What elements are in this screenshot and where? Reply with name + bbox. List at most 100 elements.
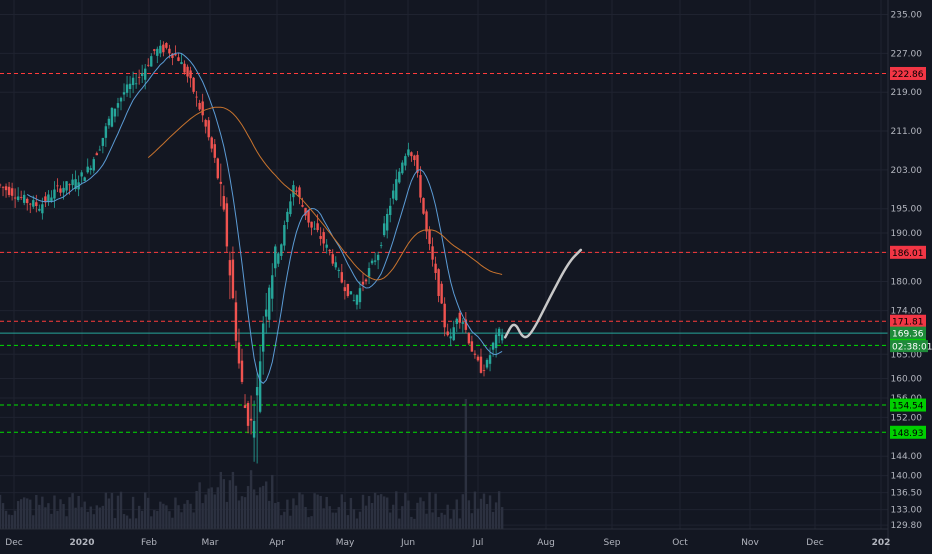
- volume-bar: [168, 511, 171, 529]
- candle-body: [162, 44, 165, 53]
- candle-body: [386, 213, 389, 231]
- candle-body: [358, 288, 362, 303]
- y-tick-label: 144.00: [891, 452, 923, 462]
- volume-bar: [107, 498, 111, 529]
- volume-bar: [77, 495, 80, 529]
- volume-bar: [56, 510, 59, 529]
- y-tick-label: 165.00: [891, 350, 923, 360]
- volume-bar: [68, 497, 71, 529]
- candle-body: [59, 188, 62, 193]
- level-label-bg: [890, 326, 926, 340]
- candle-body: [7, 186, 11, 196]
- candle-body: [171, 53, 174, 58]
- volume-bar: [313, 493, 316, 529]
- volume-bar: [373, 492, 377, 529]
- y-tick-label: 174.00: [891, 307, 923, 317]
- candle-body: [180, 62, 183, 65]
- volume-bar: [62, 503, 65, 529]
- candle-body: [425, 211, 428, 232]
- candle-body: [92, 159, 95, 171]
- volume-bar: [101, 505, 105, 529]
- candle-body: [413, 155, 416, 161]
- candle-body: [80, 172, 83, 177]
- volume-bar: [258, 487, 262, 529]
- volume-bar: [98, 507, 102, 529]
- volume-bar: [156, 510, 159, 529]
- volume-bar: [38, 504, 41, 529]
- candle-body: [207, 120, 210, 138]
- candle-body: [286, 211, 289, 223]
- candle-body: [104, 126, 108, 138]
- volume-bar: [304, 506, 307, 529]
- moving-average-slow: [147, 106, 503, 281]
- candle-body: [304, 207, 307, 216]
- volume-bar: [1, 503, 5, 529]
- volume-bar: [207, 488, 210, 529]
- candle-body: [488, 355, 492, 364]
- volume-bar: [10, 515, 14, 529]
- candle-body: [389, 205, 392, 216]
- volume-bar: [449, 518, 452, 529]
- candle-body: [446, 331, 449, 336]
- volume-bar: [134, 518, 138, 529]
- volume-bar: [271, 474, 274, 529]
- volume-bar: [74, 507, 77, 529]
- candle-body: [455, 318, 458, 324]
- candle-body: [156, 48, 159, 56]
- candle-body: [131, 77, 135, 86]
- level-label: 148.93: [892, 429, 924, 439]
- volume-bar: [162, 503, 165, 529]
- candle-body: [1, 186, 5, 188]
- volume-bar: [364, 505, 368, 529]
- candle-body: [225, 203, 229, 247]
- volume-bar: [422, 501, 425, 529]
- candle-body: [153, 49, 156, 51]
- x-tick-label: Feb: [141, 538, 157, 548]
- candle-body: [331, 254, 334, 264]
- candle-body: [246, 403, 250, 426]
- volume-bar: [382, 496, 386, 529]
- x-tick-label: Oct: [672, 538, 688, 548]
- candle-body: [89, 168, 92, 170]
- candle-body: [32, 200, 35, 207]
- volume-bar: [119, 491, 123, 529]
- candle-body: [195, 96, 198, 98]
- x-tick-label: Sep: [604, 538, 621, 548]
- y-tick-label: 140.00: [891, 472, 923, 482]
- candle-body: [422, 198, 425, 214]
- candle-body: [370, 260, 374, 264]
- volume-bar: [437, 517, 440, 529]
- volume-bar: [177, 505, 180, 529]
- volume-bar: [7, 514, 11, 529]
- volume-bar: [144, 492, 147, 529]
- candle-body: [243, 405, 247, 408]
- volume-bars: [0, 399, 504, 529]
- candle-body: [437, 269, 440, 296]
- candle-body: [373, 260, 377, 262]
- candle-body: [392, 190, 395, 199]
- candle-body: [165, 43, 168, 48]
- moving-average-fast: [26, 52, 503, 384]
- volume-bar: [47, 503, 50, 529]
- candle-body: [349, 291, 353, 295]
- candle-body: [183, 63, 186, 73]
- candle-body: [116, 103, 120, 108]
- x-tick-label: Mar: [202, 538, 219, 548]
- candle-body: [240, 360, 244, 382]
- volume-bar: [413, 518, 416, 529]
- volume-bar: [23, 497, 26, 529]
- volume-bar: [289, 515, 292, 529]
- volume-bar: [234, 485, 238, 529]
- volume-bar: [274, 503, 277, 529]
- time-axis: Dec 2020 Feb Mar Apr May Jun Jul Aug Sep Oct Nov Dec…: [0, 528, 890, 548]
- level-label: 222.86: [892, 70, 924, 80]
- candle-body: [376, 254, 380, 261]
- countdown-bg: [890, 340, 928, 353]
- volume-bar: [434, 493, 437, 529]
- volume-bar: [26, 498, 29, 529]
- candle-body: [213, 144, 216, 158]
- candle-body: [234, 302, 238, 341]
- volume-bar: [89, 506, 92, 529]
